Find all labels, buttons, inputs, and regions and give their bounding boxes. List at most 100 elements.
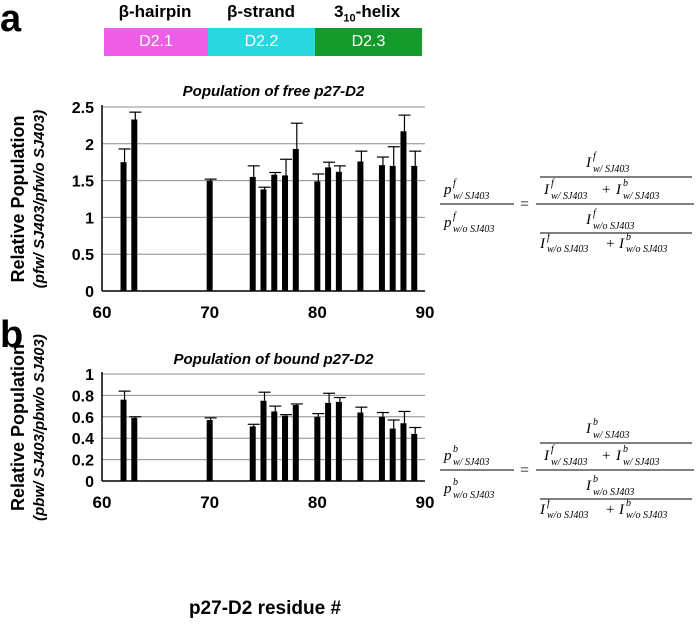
bar [271,411,278,481]
svg-text:f: f [551,444,555,455]
svg-text:I: I [615,448,622,464]
bar [378,165,385,291]
svg-text:w/ SJ403: w/ SJ403 [593,430,629,441]
svg-text:I: I [618,502,625,518]
svg-text:w/o SJ403: w/o SJ403 [626,510,667,518]
bar [249,176,256,291]
x-tick-label: 70 [200,493,219,512]
svg-text:f: f [547,232,551,243]
bar [325,167,332,291]
bar [271,174,278,291]
bar [357,412,364,481]
svg-text:w/ SJ403: w/ SJ403 [593,164,629,175]
svg-text:b: b [453,444,458,455]
domain-label-helix: 310-helix [314,2,420,24]
svg-text:+: + [602,182,610,198]
domain-box-d2-3: D2.3 [315,28,422,56]
bar [335,401,342,481]
bar [131,417,138,481]
y-axis-label-ratio: (pbw/ SJ403/pbw/o SJ403) [31,334,48,521]
svg-text:p: p [443,448,452,464]
svg-text:b: b [626,232,631,243]
svg-text:I: I [585,212,592,228]
svg-text:+: + [602,448,610,464]
bar [292,405,299,481]
domain-label-text: β-strand [227,2,295,21]
svg-text:I: I [539,502,546,518]
svg-text:I: I [539,236,546,252]
x-tick-label: 90 [416,493,435,512]
svg-text:+: + [606,236,614,252]
domain-label-text: 3 [333,2,344,21]
x-tick-label: 70 [200,303,219,322]
domain-label-hairpin: β-hairpin [102,2,208,22]
chart-title: Population of bound p27-D2 [174,351,375,368]
chart-1: Population of bound p27-D2 0 0.2 0.4 0.6 0.8 1… [8,334,434,521]
y-tick-label: 0.6 [72,410,94,427]
svg-text:b: b [623,444,628,455]
svg-text:w/o SJ403: w/o SJ403 [453,490,494,501]
y-axis-label: Relative Population [8,115,28,282]
svg-text:I: I [543,182,550,198]
svg-text:p: p [443,182,452,198]
x-tick-label: 90 [416,303,435,322]
svg-text:w/o SJ403: w/o SJ403 [593,487,634,498]
svg-text:I: I [618,236,625,252]
chart-0: Population of free p27-D2 0 0.5 1 1.5 2 2.5 60 7… [8,83,434,322]
bar [131,119,138,292]
bar [314,181,321,291]
y-tick-label: 0.5 [72,247,94,264]
chart-title: Population of free p27-D2 [183,83,365,100]
svg-text:b: b [626,498,631,509]
svg-text:f: f [547,498,551,509]
bar [357,161,364,291]
x-tick-label: 60 [93,493,112,512]
x-tick-label: 60 [93,303,112,322]
svg-text:f: f [453,211,457,222]
svg-text:f: f [551,178,555,189]
svg-text:+: + [606,502,614,518]
svg-text:I: I [543,448,550,464]
svg-text:p: p [443,481,452,497]
x-axis-label: p27-D2 residue # [188,598,342,619]
svg-text:w/ SJ403: w/ SJ403 [551,191,587,202]
svg-text:I: I [615,182,622,198]
y-axis-label: Relative Population [8,344,28,511]
bar [206,180,213,291]
svg-text:w/o SJ403: w/o SJ403 [547,510,588,518]
bar [389,428,396,481]
svg-text:I: I [585,155,592,171]
bar [282,175,289,291]
bar [282,415,289,481]
svg-text:I: I [585,478,592,494]
svg-text:b: b [593,474,598,485]
domain-label-subscript: 10 [343,12,356,25]
panel-a-letter: a [0,0,22,40]
bar [335,171,342,291]
y-tick-label: 0 [85,474,94,491]
y-tick-label: 2.5 [72,100,94,117]
svg-text:f: f [453,178,457,189]
bar [411,165,418,291]
bar [325,402,332,481]
bar [400,423,407,481]
domain-label-text: β-hairpin [118,2,192,21]
svg-text:w/o SJ403: w/o SJ403 [626,244,667,252]
x-tick-label: 80 [308,303,327,322]
svg-text:b: b [623,178,628,189]
bar [378,416,385,481]
bar [400,131,407,291]
svg-text:f: f [593,208,597,219]
panel-b-letter: b [0,314,24,356]
y-tick-label: 2 [85,137,94,154]
svg-text:w/ SJ403: w/ SJ403 [623,191,659,202]
bar [206,420,213,481]
y-tick-label: 0 [85,284,94,301]
domain-label-suffix: -helix [355,2,401,21]
y-tick-label: 1 [85,367,94,384]
y-axis-label-ratio: (pfw/ SJ403/pfw/o SJ403) [31,110,48,288]
